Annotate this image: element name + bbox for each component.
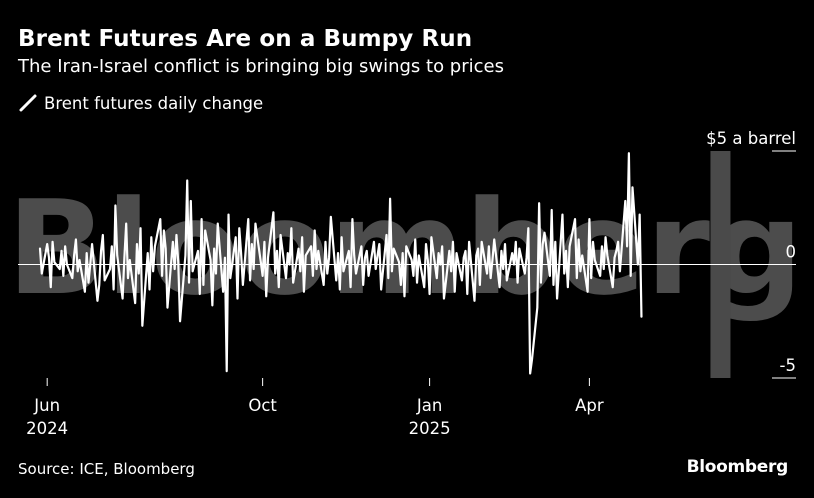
x-tick-label: Jan bbox=[416, 396, 442, 415]
source-note: Source: ICE, Bloomberg bbox=[18, 460, 195, 478]
y-tick-label: -5 bbox=[780, 356, 796, 375]
series-layer bbox=[38, 152, 643, 375]
x-tick-year-label: 2024 bbox=[26, 419, 68, 438]
x-tick-year-label: 2025 bbox=[409, 419, 451, 438]
series-line-brent bbox=[38, 152, 643, 375]
chart-title: Brent Futures Are on a Bumpy Run bbox=[18, 26, 473, 52]
y-tick-label: $5 a barrel bbox=[706, 129, 796, 148]
bloomberg-logo: Bloomberg bbox=[686, 457, 789, 477]
x-tick-label: Oct bbox=[248, 396, 277, 415]
x-axis: Jun 2024 Oct Jan 2025 Apr bbox=[26, 378, 604, 438]
x-tick-label: Jun bbox=[33, 396, 60, 415]
legend-line-icon bbox=[19, 94, 37, 112]
legend: Brent futures daily change bbox=[18, 92, 263, 114]
x-tick-label: Apr bbox=[575, 396, 604, 415]
legend-label: Brent futures daily change bbox=[44, 93, 264, 113]
y-tick-label: 0 bbox=[786, 243, 797, 262]
chart-subtitle: The Iran-Israel conflict is bringing big… bbox=[18, 56, 504, 77]
y-axis: $5 a barrel 0 -5 bbox=[706, 129, 797, 379]
